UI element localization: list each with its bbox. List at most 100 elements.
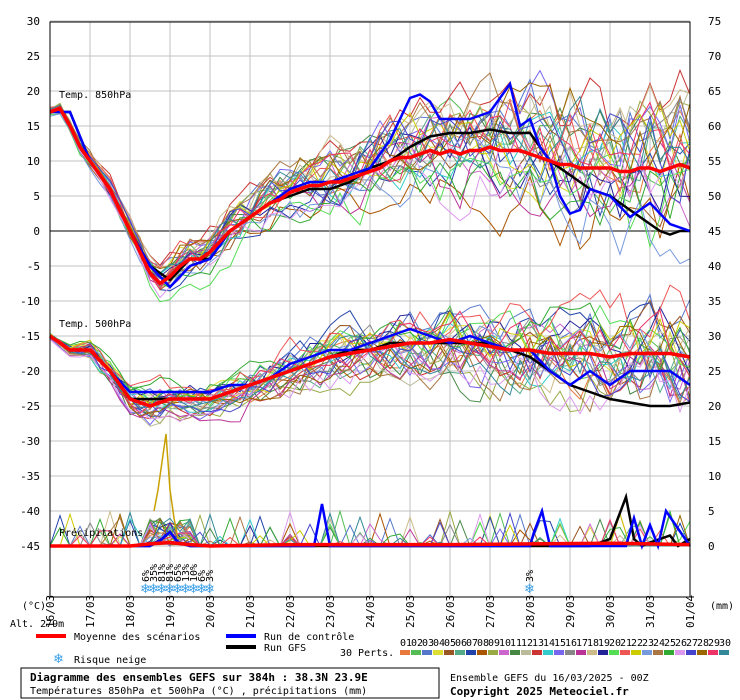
member-line-t500 — [49, 284, 691, 400]
legend-label-snow: Risque neige — [74, 655, 146, 666]
right-tick-label: 60 — [708, 120, 721, 133]
series-precip-moyenne-des-sc-narios — [50, 540, 691, 548]
snow-risk-pct: 3% — [525, 570, 536, 582]
snowflake-icon: ❄ — [140, 582, 151, 597]
series-precip-run-de-contr-le — [50, 503, 692, 551]
left-axis-unit: (°C) — [22, 601, 46, 612]
member-line-t500 — [49, 337, 691, 425]
member-swatch — [488, 650, 498, 655]
member-number: 03 — [422, 638, 434, 649]
x-tick-label: 27/03 — [484, 595, 497, 628]
member-number: 29 — [708, 638, 720, 649]
x-tick-label: 31/03 — [644, 595, 657, 628]
member-swatch — [411, 650, 421, 655]
x-tick-label: 30/03 — [604, 595, 617, 628]
left-tick-label: 30 — [27, 15, 40, 28]
snowflake-icon: ❄ — [148, 582, 159, 597]
member-number: 27 — [686, 638, 698, 649]
snow-risk-pct: 81% — [165, 564, 176, 582]
member-number: 04 — [433, 638, 445, 649]
member-number: 22 — [631, 638, 643, 649]
member-swatch — [609, 650, 619, 655]
member-number: 06 — [455, 638, 467, 649]
left-tick-label: 0 — [33, 225, 40, 238]
member-line-t500 — [49, 305, 691, 398]
member-number: 11 — [510, 638, 522, 649]
title-box — [20, 667, 440, 699]
right-tick-label: 35 — [708, 295, 721, 308]
right-tick-label: 5 — [708, 505, 715, 518]
x-tick-label: 16/03 — [44, 595, 57, 628]
left-tick-label: -5 — [27, 260, 40, 273]
run-label: Ensemble GEFS du 16/03/2025 - 00Z — [450, 673, 649, 684]
right-axis-unit: (mm) — [710, 601, 734, 612]
member-line-t850 — [49, 68, 691, 266]
member-number: 17 — [576, 638, 588, 649]
member-swatch — [433, 650, 443, 655]
snow-risk-pct: 3% — [205, 570, 216, 582]
left-tick-label: 25 — [27, 50, 40, 63]
member-swatch — [543, 650, 553, 655]
member-swatch — [455, 650, 465, 655]
member-number: 30 — [719, 638, 731, 649]
member-swatch — [620, 650, 630, 655]
right-tick-label: 25 — [708, 365, 721, 378]
member-line-t500 — [49, 337, 691, 420]
member-number: 13 — [532, 638, 544, 649]
snowflake-icon: ❄ — [204, 582, 215, 597]
snow-risk-pct: 10% — [189, 564, 200, 582]
snowflake-icon: ❄ — [53, 652, 64, 667]
legend-label-mean: Moyenne des scénarios — [74, 631, 200, 643]
right-tick-label: 75 — [708, 15, 721, 28]
member-swatch — [653, 650, 663, 655]
snowflake-icon: ❄ — [196, 582, 207, 597]
series-t500-run-de-contr-le — [49, 327, 691, 394]
member-number: 02 — [411, 638, 423, 649]
member-line-t500 — [49, 302, 691, 399]
member-swatch — [477, 650, 487, 655]
left-tick-label: -10 — [20, 295, 40, 308]
series-t500-moyenne-des-sc-narios — [48, 334, 691, 408]
member-swatch — [719, 650, 729, 655]
left-tick-label: 10 — [27, 155, 40, 168]
x-tick-label: 23/03 — [324, 595, 337, 628]
right-tick-label: 30 — [708, 330, 721, 343]
x-tick-label: 22/03 — [284, 595, 297, 628]
plot-frame — [49, 21, 691, 598]
snow-risk-pct: 6% — [197, 570, 208, 582]
right-tick-label: 15 — [708, 435, 721, 448]
snowflake-icon: ❄ — [156, 582, 167, 597]
panel-label-precip: Précipitations — [59, 527, 143, 539]
left-tick-label: 15 — [27, 120, 40, 133]
right-tick-label: 40 — [708, 260, 721, 273]
member-swatch — [642, 650, 652, 655]
member-swatch — [686, 650, 696, 655]
member-number: 18 — [587, 638, 599, 649]
member-number: 10 — [499, 638, 511, 649]
chart-title: Diagramme des ensembles GEFS sur 384h : … — [30, 671, 368, 684]
left-tick-label: 5 — [33, 190, 40, 203]
member-swatch — [532, 650, 542, 655]
member-number: 28 — [697, 638, 709, 649]
member-number: 16 — [565, 638, 577, 649]
member-swatch — [664, 650, 674, 655]
member-swatch — [708, 650, 718, 655]
series-precip-precip-peak — [153, 433, 179, 540]
x-tick-label: 18/03 — [124, 595, 137, 628]
member-swatch — [521, 650, 531, 655]
x-tick-label: 21/03 — [244, 595, 257, 628]
legend-label-gfs: Run GFS — [264, 643, 306, 654]
x-tick-label: 25/03 — [404, 595, 417, 628]
left-tick-label: 20 — [27, 85, 40, 98]
snowflake-icon: ❄ — [172, 582, 183, 597]
member-number: 15 — [554, 638, 566, 649]
member-number: 24 — [653, 638, 665, 649]
member-swatch — [675, 650, 685, 655]
copyright: Copyright 2025 Meteociel.fr — [450, 685, 629, 698]
member-swatch — [565, 650, 575, 655]
right-tick-label: 10 — [708, 470, 721, 483]
member-line-t850 — [49, 82, 691, 270]
member-swatch — [499, 650, 509, 655]
member-number: 12 — [521, 638, 533, 649]
